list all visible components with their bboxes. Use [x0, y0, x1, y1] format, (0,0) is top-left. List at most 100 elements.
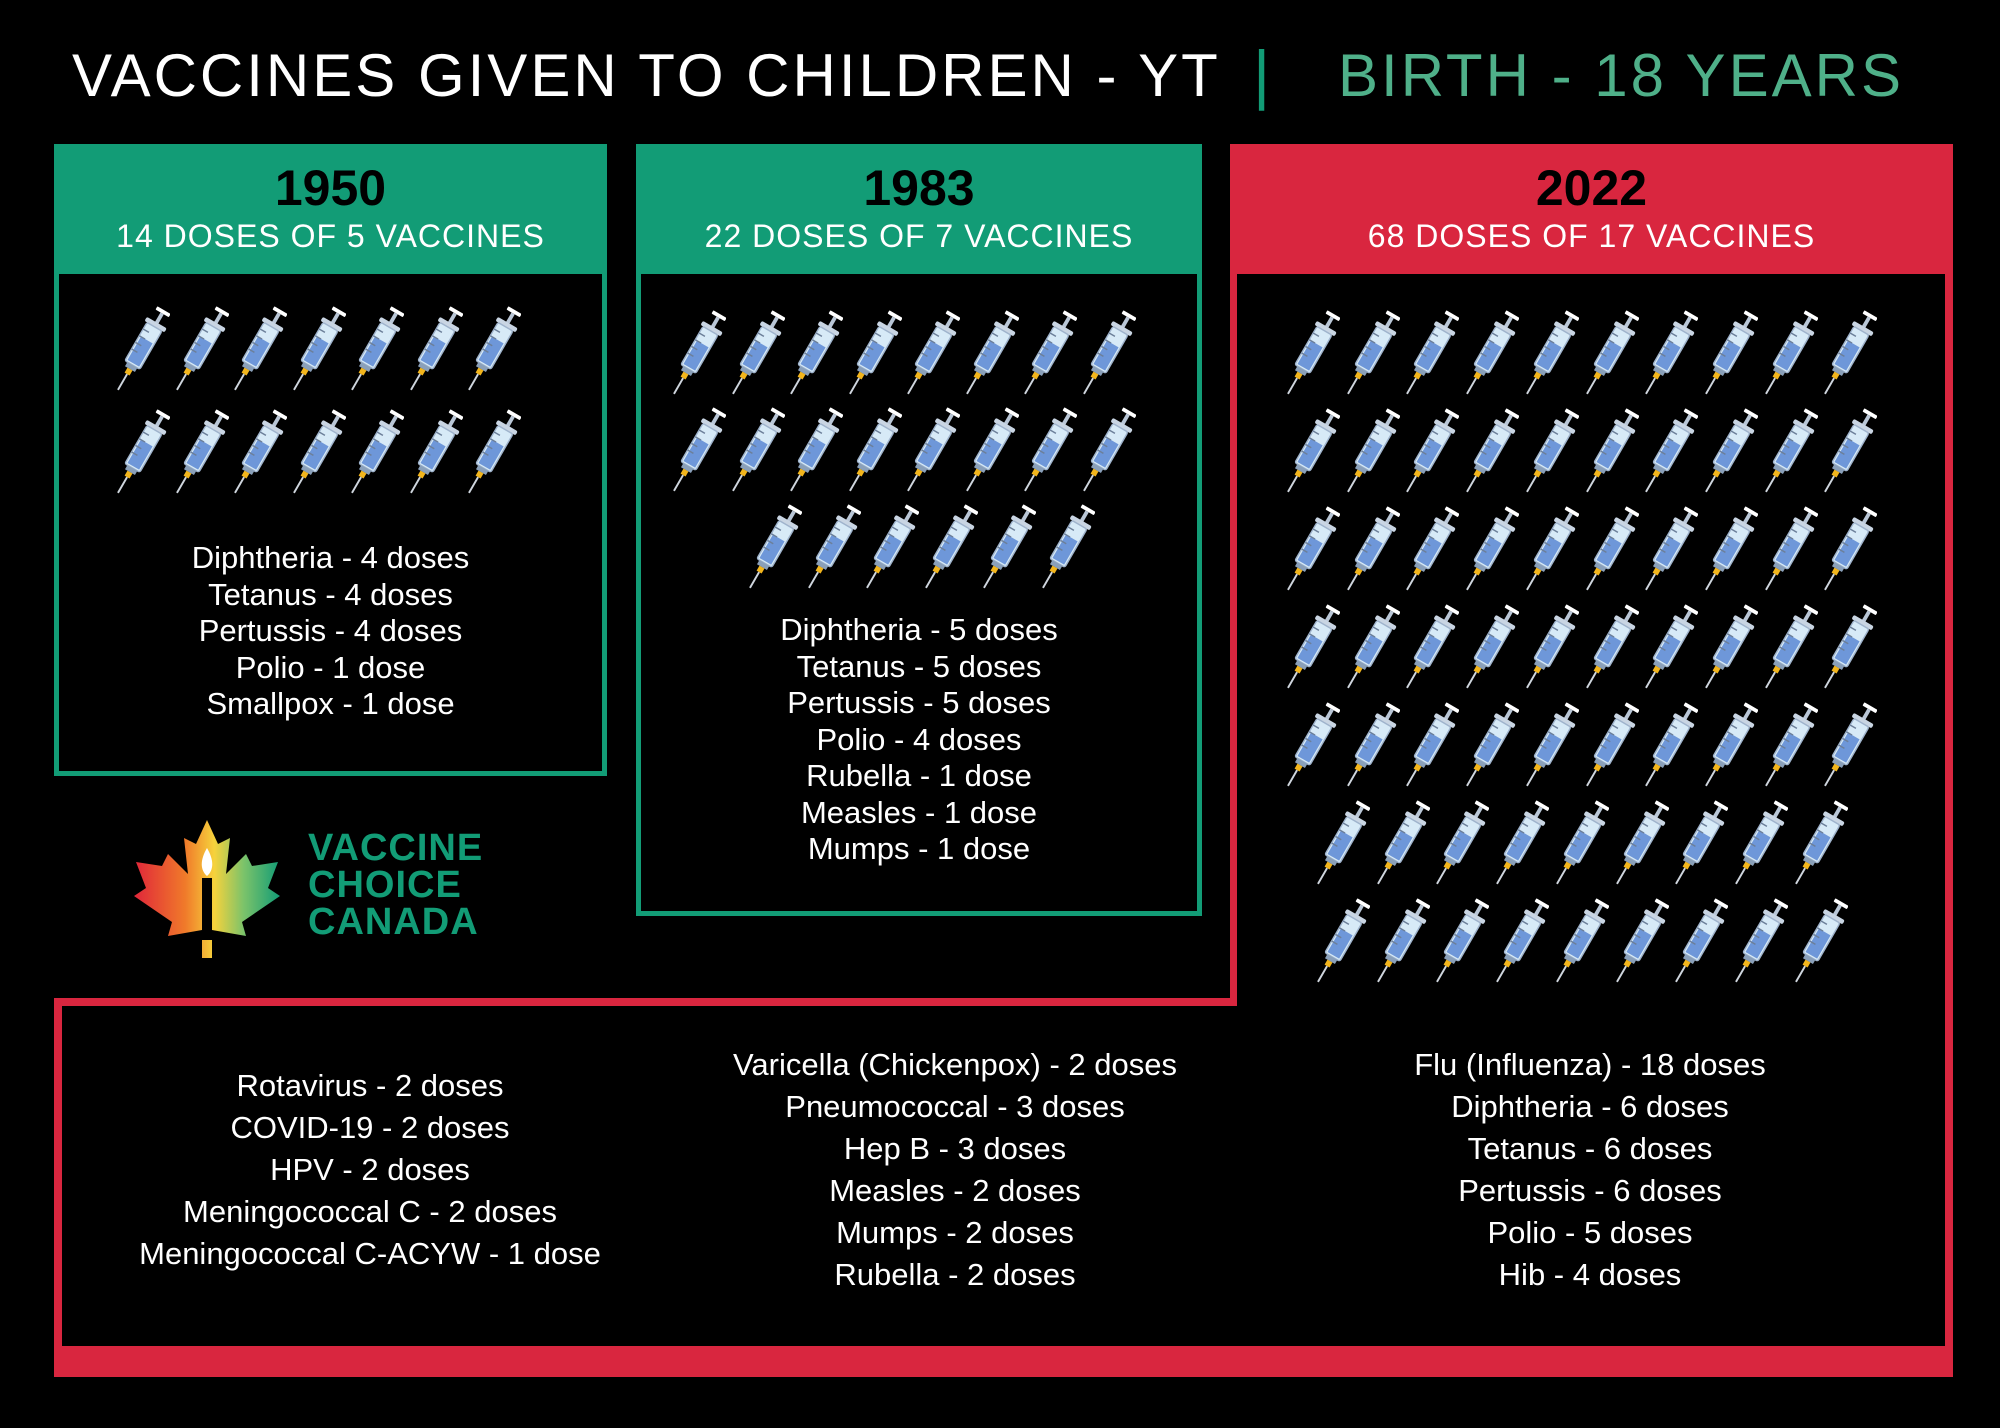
syringe-icon — [965, 407, 1019, 492]
syringe-icon — [1082, 407, 1136, 492]
panel-2022-doses: 68 DOSES OF 17 VACCINES — [1367, 218, 1816, 254]
syringe-icon — [790, 407, 843, 492]
panel-2022-header: 2022 68 DOSES OF 17 VACCINES — [1230, 144, 1953, 274]
syringe-icon — [1466, 506, 1520, 591]
syringe-icon — [1645, 604, 1699, 689]
list-item: Pertussis - 5 doses — [787, 685, 1051, 720]
syringe-icon — [1525, 604, 1579, 689]
syringe-icon — [468, 409, 521, 494]
list-item: Measles - 1 dose — [800, 794, 1038, 830]
panel-1983-doses: 22 DOSES OF 7 VACCINES — [704, 218, 1134, 254]
list-item: Pertussis - 4 doses — [198, 613, 463, 648]
list-item: Smallpox - 1 dose — [206, 686, 455, 721]
list-item: Measles - 2 doses — [829, 1173, 1081, 1208]
syringe-icon — [673, 310, 726, 395]
list-item: Mumps - 2 doses — [836, 1215, 1074, 1250]
list-item: Rubella - 1 dose — [806, 758, 1032, 793]
syringe-icon — [907, 310, 960, 395]
list-item: Mumps - 1 dose — [807, 831, 1031, 866]
page-title: VACCINES GIVEN TO CHILDREN - YT — [72, 42, 1221, 109]
syringe-icon — [1735, 898, 1788, 983]
syringe-icon — [1406, 604, 1460, 689]
syringe-icon — [1287, 506, 1340, 591]
syringe-icon — [292, 409, 346, 494]
syringe-icon — [175, 409, 229, 494]
syringe-icon — [117, 409, 170, 494]
panel-1983-vaccine-list: Diphtheria - 5 doses Tetanus - 5 doses P… — [636, 612, 1202, 868]
syringe-icon — [848, 407, 902, 492]
syringe-icon — [1346, 604, 1400, 689]
syringe-icon — [409, 409, 463, 494]
syringe-icon — [1764, 604, 1818, 689]
logo-line: CANADA — [308, 901, 479, 943]
syringe-icon — [983, 504, 1036, 589]
syringe-icon — [807, 504, 861, 589]
syringe-icon — [866, 504, 919, 589]
list-item: Pneumococcal - 3 doses — [785, 1089, 1125, 1124]
logo-line: VACCINE — [308, 827, 484, 869]
syringe-icon — [292, 306, 346, 391]
syringe-icon — [1525, 702, 1579, 787]
syringe-icon — [1466, 604, 1520, 689]
panel-1983-header: 1983 22 DOSES OF 7 VACCINES — [636, 144, 1202, 274]
syringe-icon — [848, 310, 902, 395]
list-item: Diphtheria - 6 doses — [1451, 1089, 1729, 1124]
syringe-icon — [1376, 898, 1430, 983]
list-item: Hib - 4 doses — [1498, 1257, 1682, 1292]
panel-1950-doses: 14 DOSES OF 5 VACCINES — [116, 218, 545, 254]
syringe-icon — [907, 407, 960, 492]
syringe-icon — [1585, 702, 1639, 787]
syringe-icon — [351, 306, 404, 391]
syringe-icon — [1824, 408, 1878, 493]
panel-1950-year: 1950 — [274, 160, 387, 216]
syringe-icon — [234, 409, 287, 494]
syringe-icon — [1735, 800, 1788, 885]
maple-leaf-candle-icon — [134, 820, 280, 958]
syringe-icon — [1764, 506, 1818, 591]
syringe-icon — [409, 306, 463, 391]
syringe-icon — [1705, 702, 1758, 787]
syringe-icon — [1824, 310, 1878, 395]
syringe-icon — [1705, 604, 1758, 689]
panel-2022-vaccine-list-1: Rotavirus - 2 doses COVID-19 - 2 doses H… — [70, 1065, 670, 1275]
syringe-icon — [1585, 310, 1639, 395]
syringe-icon — [1705, 506, 1758, 591]
syringe-icon — [1466, 310, 1520, 395]
list-item: Tetanus - 6 doses — [1467, 1131, 1713, 1166]
syringe-icon — [1645, 506, 1699, 591]
syringe-icon — [731, 407, 785, 492]
syringe-icon — [1764, 702, 1818, 787]
list-item: Rotavirus - 2 doses — [236, 1068, 504, 1103]
syringe-icon — [1406, 702, 1460, 787]
syringe-icon — [1705, 310, 1758, 395]
syringe-icon — [1824, 702, 1878, 787]
syringe-icon — [351, 409, 404, 494]
syringe-icon — [790, 310, 843, 395]
syringe-icon — [924, 504, 978, 589]
syringe-icon — [1346, 506, 1400, 591]
syringe-icon — [1794, 898, 1848, 983]
syringe-icon — [1436, 898, 1490, 983]
syringe-icon — [1317, 898, 1370, 983]
logo-text: VACCINE CHOICE CANADA — [308, 827, 484, 943]
syringe-icon — [234, 306, 287, 391]
syringe-icon — [1287, 310, 1340, 395]
syringe-icon — [1525, 408, 1579, 493]
syringe-icon — [1024, 407, 1077, 492]
syringe-icon — [1675, 800, 1729, 885]
list-item: Polio - 1 dose — [235, 649, 426, 685]
syringe-icon — [175, 306, 229, 391]
syringe-icon — [1024, 310, 1077, 395]
syringe-icon — [1645, 702, 1699, 787]
panel-2022-year: 2022 — [1535, 160, 1648, 216]
syringe-icon — [1585, 506, 1639, 591]
list-item: Varicella (Chickenpox) - 2 doses — [733, 1047, 1177, 1082]
list-item: Polio - 5 doses — [1487, 1215, 1693, 1250]
syringe-icon — [1794, 800, 1848, 885]
syringe-icon — [1496, 898, 1550, 983]
syringe-icon — [1376, 800, 1430, 885]
page-subtitle: BIRTH - 18 YEARS — [1338, 42, 1904, 109]
syringe-icon — [1287, 702, 1340, 787]
syringe-icon — [1585, 604, 1639, 689]
syringe-icon — [1466, 702, 1520, 787]
